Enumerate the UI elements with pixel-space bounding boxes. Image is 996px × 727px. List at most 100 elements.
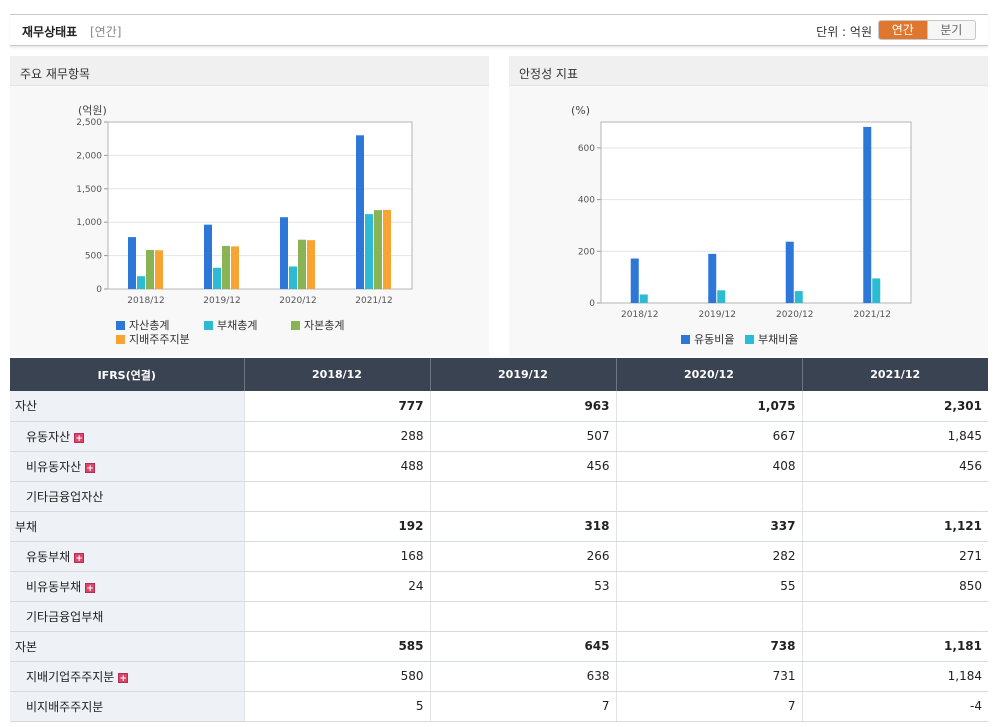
table-row: 지배기업주주지분 +580 638 731 1,184 — [10, 661, 988, 692]
expand-plus-icon[interactable]: + — [85, 582, 96, 594]
statement-header-bar: 재무상태표 [연간] 단위 : 억원 연간 분기 — [10, 14, 988, 46]
legend-item: 부채비율 — [745, 331, 798, 347]
panel-header — [509, 56, 988, 86]
value-cell: 507 — [429, 421, 616, 452]
y-tick-label: 0 — [589, 299, 595, 309]
bar — [146, 249, 154, 289]
bar — [365, 214, 373, 289]
row-label: 비유동부채 — [26, 579, 82, 594]
row-label-cell: 자본 — [10, 631, 244, 662]
value-cell: 282 — [615, 541, 802, 572]
table-row: 기타금융업부채 — [10, 601, 988, 632]
expand-plus-icon[interactable]: + — [118, 672, 129, 684]
bar — [374, 210, 382, 289]
value-cell: 266 — [429, 541, 616, 572]
bar — [383, 209, 391, 289]
row-label: 비유동자산 — [26, 459, 82, 474]
period-toggle: 연간 분기 — [878, 20, 976, 40]
value-cell: 24 — [243, 571, 430, 602]
legend-item: 유동비율 — [681, 331, 734, 347]
legend-label: 자산총계 — [129, 319, 170, 332]
bar — [298, 239, 306, 289]
value-cell: 192 — [243, 511, 430, 542]
legend-item: 자산총계 — [116, 317, 169, 333]
value-cell: 1,181 — [801, 631, 988, 662]
quarter-toggle-button[interactable]: 분기 — [926, 21, 975, 39]
legend-label: 자본총계 — [304, 319, 345, 332]
y-tick-label: 2,500 — [76, 118, 102, 128]
value-cell: 777 — [243, 391, 430, 422]
y-tick-label: 400 — [578, 196, 595, 206]
value-cell: -4 — [801, 691, 988, 722]
expand-plus-icon[interactable]: + — [85, 462, 96, 474]
bar — [356, 135, 364, 289]
plot-area — [600, 121, 912, 304]
legend-item: 지배주주지분 — [116, 331, 190, 347]
value-cell: 271 — [801, 541, 988, 572]
value-cell — [243, 481, 430, 512]
value-cell: 408 — [615, 451, 802, 482]
annual-toggle-button[interactable]: 연간 — [879, 21, 927, 39]
bar — [630, 258, 639, 303]
legend-swatch — [116, 321, 125, 330]
row-label-cell: 비유동자산 + — [10, 451, 244, 482]
key-financials-panel: 주요 재무항목 (억원) 0 500 1,000 1,500 2,000 2,500 2018… — [10, 56, 489, 356]
row-label: 자산 — [15, 399, 38, 414]
bar — [289, 266, 297, 289]
bar — [717, 290, 726, 303]
value-cell — [429, 601, 616, 632]
legend-label: 부채총계 — [217, 319, 258, 332]
value-cell: 288 — [243, 421, 430, 452]
row-label-cell: 자산 — [10, 391, 244, 422]
value-cell: 318 — [429, 511, 616, 542]
legend-swatch — [745, 335, 754, 344]
row-label: 유동자산 — [26, 429, 71, 444]
value-cell: 488 — [243, 451, 430, 482]
table-row: 비지배주주지분 5 7 7 -4 — [10, 691, 988, 722]
value-cell: 1,121 — [801, 511, 988, 542]
value-cell: 53 — [429, 571, 616, 602]
plot-border — [107, 121, 413, 290]
value-cell: 7 — [615, 691, 802, 722]
row-label: 기타금융업자산 — [26, 489, 104, 504]
bar — [863, 126, 872, 303]
table-row: 유동부채 +168 266 282 271 — [10, 541, 988, 572]
bar — [639, 294, 648, 303]
table-row: 비유동부채 +24 53 55 850 — [10, 571, 988, 602]
value-cell — [243, 601, 430, 632]
y-tick-label: 0 — [96, 285, 102, 295]
y-axis-label: (%) — [571, 104, 590, 117]
value-cell: 667 — [615, 421, 802, 452]
statement-period-label: [연간] — [90, 25, 122, 39]
table-row: 비유동자산 +488 456 408 456 — [10, 451, 988, 482]
row-label-cell: 유동부채 + — [10, 541, 244, 572]
table-row: 부채 192 318 337 1,121 — [10, 511, 988, 542]
value-cell: 850 — [801, 571, 988, 602]
value-cell — [615, 601, 802, 632]
value-cell — [801, 481, 988, 512]
row-label: 부채 — [15, 519, 38, 534]
column-header: IFRS(연결) — [10, 358, 244, 391]
y-axis-label: (억원) — [78, 104, 107, 117]
legend-label: 부채비율 — [758, 333, 799, 346]
table-row: 기타금융업자산 — [10, 481, 988, 512]
legend-label: 유동비율 — [694, 333, 735, 346]
bar — [213, 267, 221, 289]
legend-swatch — [681, 335, 690, 344]
legend-swatch — [291, 321, 300, 330]
y-tick-label: 1,500 — [76, 185, 102, 195]
x-tick-label: 2018/12 — [621, 310, 658, 320]
balance-sheet-table: IFRS(연결) 2018/12 2019/12 2020/12 2021/12… — [10, 358, 988, 722]
value-cell: 645 — [429, 631, 616, 662]
table-row: 자본 585 645 738 1,181 — [10, 631, 988, 662]
expand-plus-icon[interactable]: + — [74, 552, 85, 564]
row-label-cell: 유동자산 + — [10, 421, 244, 452]
row-label-cell: 기타금융업부채 — [10, 601, 244, 632]
key-financials-chart: (억원) 0 500 1,000 1,500 2,000 2,500 2018/12 2019/… — [76, 104, 413, 306]
legend-item: 자본총계 — [291, 317, 344, 333]
bar — [155, 250, 163, 289]
unit-label: 단위 : 억원 — [816, 25, 872, 39]
expand-plus-icon[interactable]: + — [74, 432, 85, 444]
value-cell: 55 — [615, 571, 802, 602]
value-cell: 456 — [429, 451, 616, 482]
